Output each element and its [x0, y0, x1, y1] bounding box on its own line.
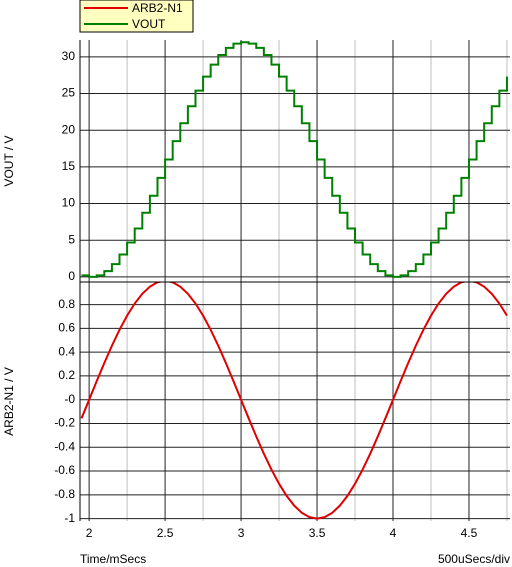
y-tick-label: 15 — [62, 159, 76, 173]
y-tick-label: 20 — [62, 122, 76, 136]
legend-label: ARB2-N1 — [132, 1, 183, 15]
x-annotation: 500uSecs/div — [438, 552, 510, 566]
y-tick-label: 10 — [62, 196, 76, 210]
y-tick-label: -0.4 — [54, 439, 75, 453]
y-tick-label: -0.8 — [54, 487, 75, 501]
y-tick-label: 0.6 — [58, 321, 75, 335]
x-tick-label: 3.5 — [309, 526, 326, 540]
series-line — [81, 41, 508, 278]
y-tick-label: -0 — [64, 392, 75, 406]
plot-area — [81, 41, 508, 278]
y-tick-label: 25 — [62, 86, 76, 100]
series-line — [80, 282, 508, 520]
legend-box — [79, 0, 194, 33]
y-tick-label: 5 — [68, 232, 75, 246]
y-tick-label: 0.2 — [58, 368, 75, 382]
plot-area — [80, 282, 508, 520]
legend: ARB2-N1 VOUT — [79, 0, 194, 33]
y-tick-label: 0 — [68, 269, 75, 283]
y-tick-label: 0.8 — [58, 297, 75, 311]
y-axis-label: ARB2-N1 / V — [2, 367, 16, 436]
y-tick-label: -0.6 — [54, 463, 75, 477]
y-tick-label: 0.4 — [58, 344, 75, 358]
x-tick-label: 2.5 — [157, 526, 174, 540]
y-tick-label: 30 — [62, 49, 76, 63]
x-axis-label: Time/mSecs — [80, 552, 146, 566]
x-tick-label: 3 — [238, 526, 245, 540]
y-tick-label: -1 — [64, 511, 75, 525]
y-tick-label: -0.2 — [54, 416, 75, 430]
legend-label: VOUT — [132, 17, 166, 31]
x-tick-label: 2 — [86, 526, 93, 540]
y-axis-label: VOUT / V — [2, 135, 16, 186]
x-tick-label: 4.5 — [461, 526, 478, 540]
x-tick-label: 4 — [390, 526, 397, 540]
